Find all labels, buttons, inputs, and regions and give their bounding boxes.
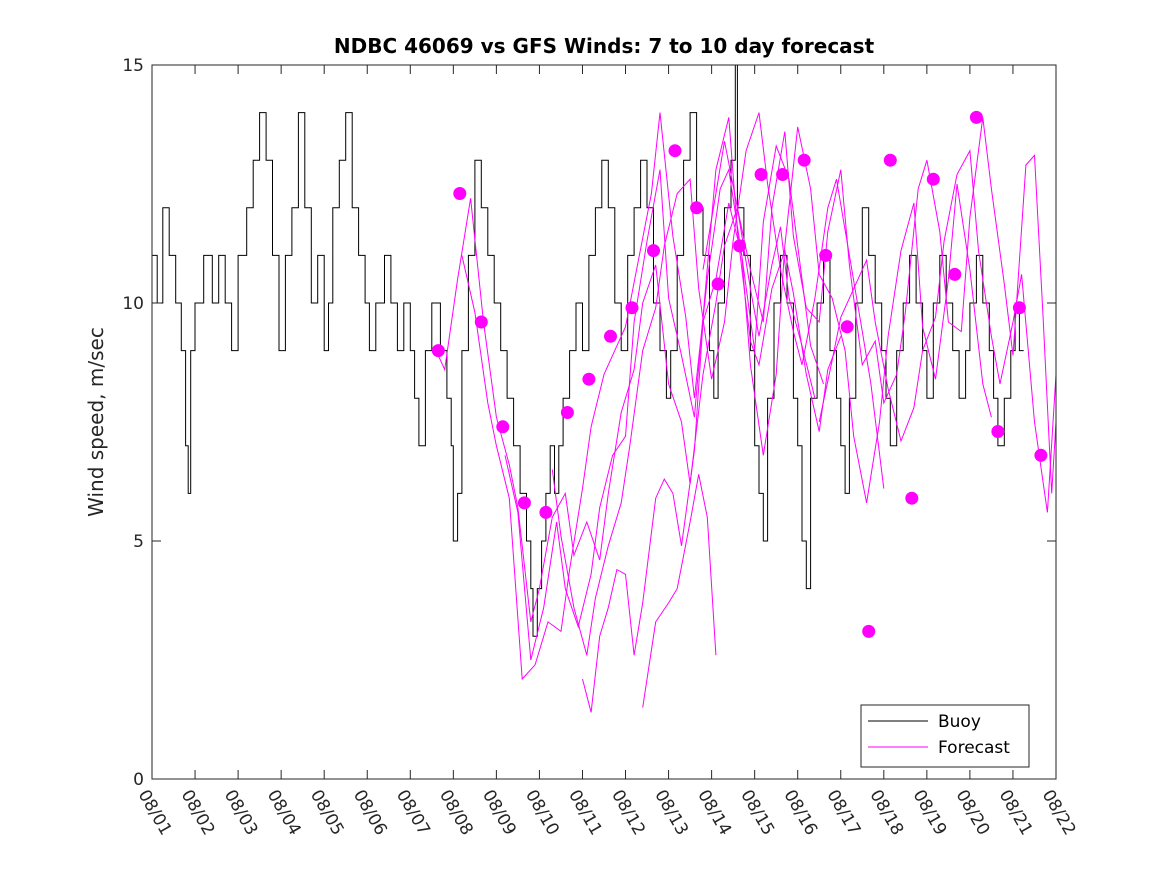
forecast-marker-1: [431, 344, 445, 358]
forecast-marker-24: [926, 172, 940, 186]
legend-buoy-label: Buoy: [938, 712, 981, 732]
forecast-marker-6: [539, 505, 553, 519]
forecast-marker-25: [948, 267, 962, 281]
forecast-marker-26: [969, 110, 983, 124]
forecast-run-4: [551, 112, 885, 656]
legend-box: [860, 704, 1030, 768]
forecast-series: [435, 112, 1057, 713]
forecast-marker-3: [474, 315, 488, 329]
y-tick-label: 5: [133, 532, 144, 552]
buoy-series: [152, 64, 1024, 637]
forecast-marker-16: [754, 168, 768, 181]
forecast-run-1: [435, 198, 816, 623]
forecast-marker-4: [496, 420, 510, 434]
forecast-run-6: [642, 474, 717, 708]
forecast-issue-markers: [431, 110, 1048, 638]
forecast-marker-17: [776, 168, 790, 181]
forecast-marker-20: [840, 320, 854, 334]
y-axis-label: Wind speed, m/sec: [84, 327, 108, 517]
forecast-run-5: [582, 126, 992, 713]
forecast-marker-28: [1012, 301, 1026, 315]
forecast-marker-27: [991, 425, 1005, 438]
y-tick-label: 0: [133, 770, 144, 790]
forecast-marker-8: [582, 372, 596, 386]
forecast-marker-18: [797, 153, 811, 167]
legend: Buoy Forecast: [860, 704, 1030, 768]
forecast-marker-2: [453, 187, 467, 200]
forecast-marker-29: [1034, 448, 1048, 462]
legend-forecast-label: Forecast: [938, 738, 1010, 758]
forecast-marker-11: [647, 244, 660, 258]
forecast-run-2: [461, 112, 824, 681]
forecast-run-3: [504, 117, 842, 661]
forecast-run-8: [818, 148, 1057, 513]
forecast-marker-21: [862, 624, 876, 638]
forecast-marker-9: [604, 329, 617, 343]
forecast-marker-13: [690, 201, 704, 215]
buoy-line: [152, 64, 1024, 637]
axes-box: [151, 64, 1057, 780]
plot-area: [152, 65, 1056, 779]
forecast-run-7: [702, 117, 1057, 494]
forecast-marker-7: [560, 406, 574, 419]
forecast-marker-12: [668, 144, 682, 158]
y-tick-label: 15: [122, 56, 144, 76]
y-tick-label: 10: [122, 294, 144, 314]
forecast-marker-14: [711, 277, 725, 291]
forecast-marker-22: [883, 153, 897, 167]
forecast-marker-5: [517, 496, 531, 510]
forecast-marker-23: [905, 491, 919, 505]
forecast-marker-19: [819, 248, 833, 262]
forecast-marker-15: [733, 239, 747, 253]
chart-title: NDBC 46069 vs GFS Winds: 7 to 10 day for…: [334, 34, 875, 58]
forecast-marker-10: [625, 301, 639, 315]
